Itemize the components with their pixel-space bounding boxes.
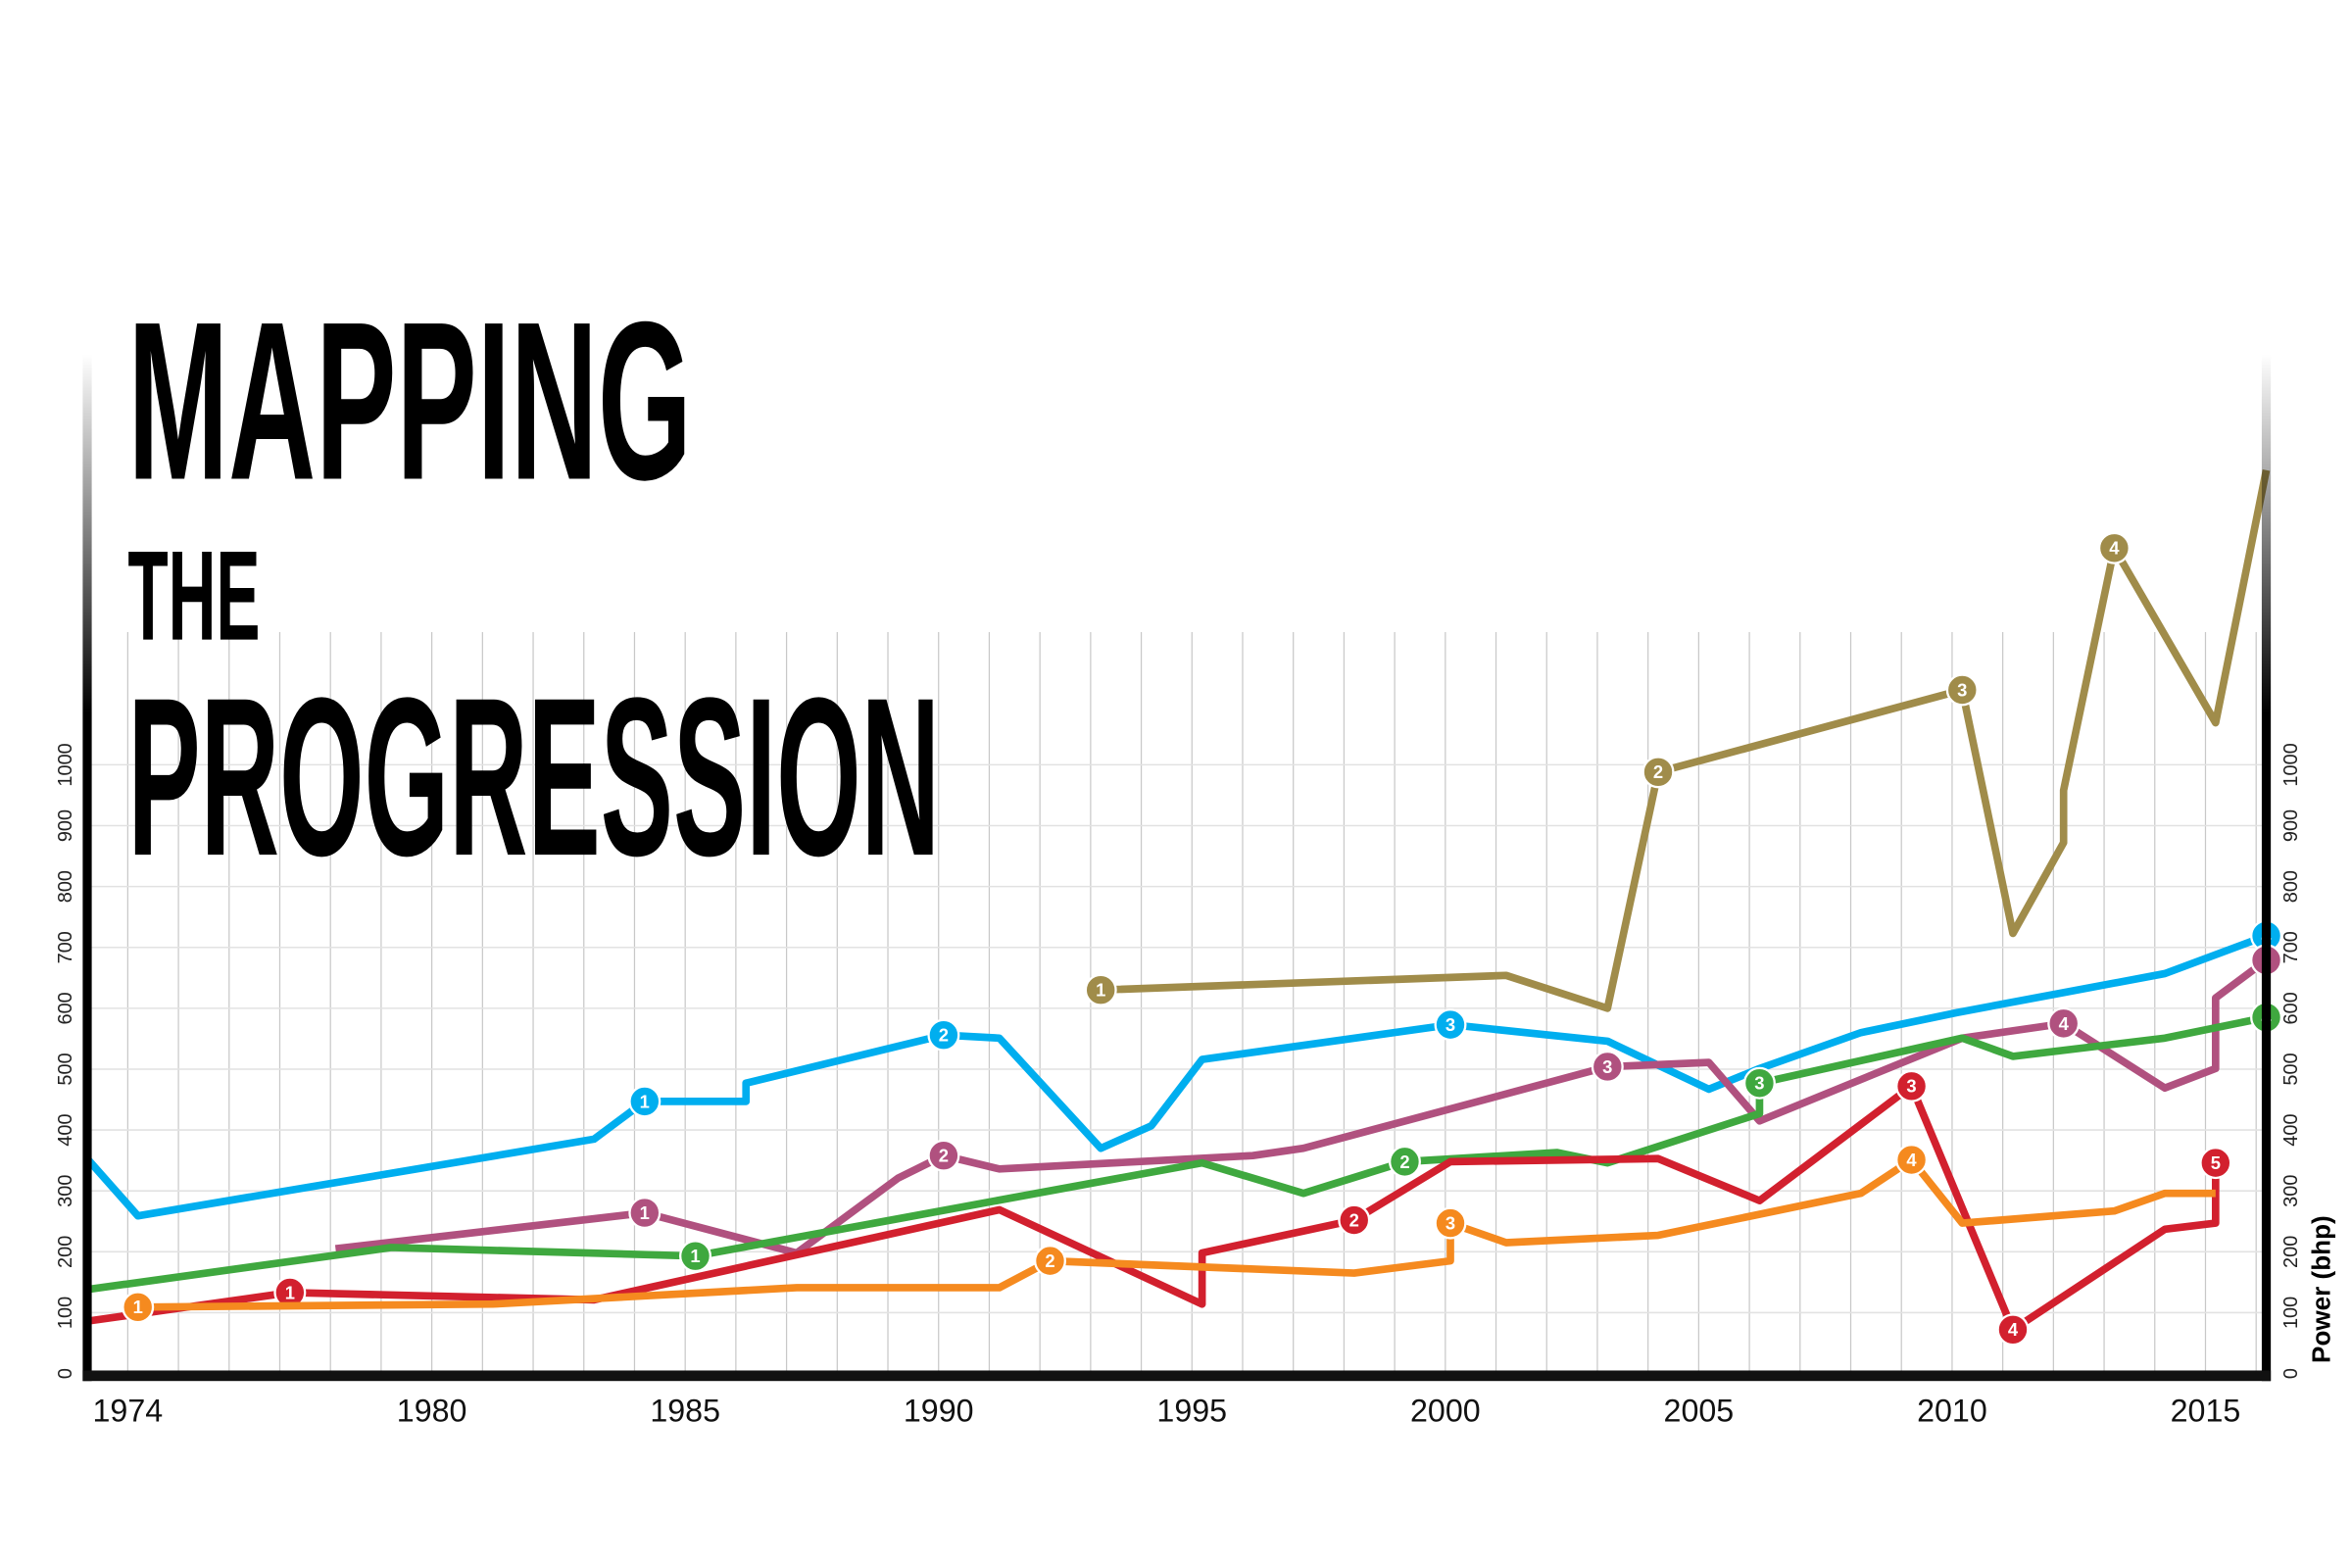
y-tick-label: 900 bbox=[2280, 809, 2302, 842]
point-marker bbox=[2199, 1147, 2232, 1180]
point-label: 1 bbox=[640, 1202, 650, 1223]
title-line: MAPPING bbox=[127, 274, 691, 526]
x-tick-label: 1980 bbox=[397, 1394, 467, 1429]
point-label: 4 bbox=[1906, 1150, 1917, 1170]
y-axis-label: Power (bhp) bbox=[2307, 1215, 2336, 1363]
point-label: 2 bbox=[1349, 1209, 1359, 1230]
y-tick-label: 200 bbox=[55, 1236, 76, 1268]
y-tick-label: 500 bbox=[55, 1053, 76, 1085]
point-marker bbox=[1642, 756, 1675, 789]
point-marker bbox=[1945, 673, 1979, 707]
point-label: 2 bbox=[1653, 761, 1663, 782]
title-line: PROGRESSION bbox=[127, 651, 940, 903]
y-tick-label: 900 bbox=[55, 809, 76, 842]
series-line bbox=[84, 932, 2268, 1220]
point-marker bbox=[1742, 1066, 1776, 1100]
y-tick-label: 300 bbox=[55, 1175, 76, 1207]
point-marker bbox=[927, 1139, 960, 1172]
right-axis bbox=[2261, 354, 2272, 1382]
point-label: 3 bbox=[1957, 679, 1967, 700]
point-label: 2 bbox=[939, 1025, 949, 1046]
point-label: 2 bbox=[1399, 1152, 1409, 1172]
y-tick-label: 0 bbox=[55, 1368, 76, 1379]
y-tick-label: 600 bbox=[55, 992, 76, 1024]
y-tick-label: 700 bbox=[55, 931, 76, 963]
x-tick-label: 2000 bbox=[1410, 1394, 1481, 1429]
point-label: 3 bbox=[1754, 1073, 1764, 1094]
y-tick-label: 800 bbox=[55, 870, 76, 903]
series-line bbox=[334, 956, 2269, 1257]
point-label: 4 bbox=[2109, 538, 2120, 559]
x-tick-label: 2010 bbox=[1917, 1394, 1987, 1429]
y-tick-label: 100 bbox=[55, 1297, 76, 1329]
point-marker bbox=[122, 1291, 155, 1324]
point-label: 2 bbox=[1045, 1250, 1054, 1271]
y-tick-label: 600 bbox=[2280, 992, 2302, 1024]
y-tick-label: 400 bbox=[2280, 1113, 2302, 1146]
lines: 12341234512341234512341234 bbox=[84, 469, 2283, 1347]
left-axis bbox=[82, 354, 92, 1382]
y-tick-label: 500 bbox=[2280, 1053, 2302, 1085]
point-marker bbox=[1388, 1145, 1421, 1178]
point-marker bbox=[2097, 531, 2131, 564]
point-label: 1 bbox=[640, 1091, 650, 1111]
y-tick-label: 700 bbox=[2280, 931, 2302, 963]
x-tick-label: 1995 bbox=[1156, 1394, 1227, 1429]
point-label: 1 bbox=[1096, 980, 1105, 1001]
y-tick-label: 300 bbox=[2280, 1175, 2302, 1207]
point-label: 3 bbox=[1906, 1076, 1916, 1097]
point-marker bbox=[2047, 1006, 2081, 1040]
y-tick-label: 400 bbox=[55, 1113, 76, 1146]
point-label: 3 bbox=[1446, 1213, 1455, 1234]
series-line bbox=[86, 1082, 2220, 1334]
x-tick-label: 1985 bbox=[650, 1394, 720, 1429]
x-tick-label: 1974 bbox=[93, 1394, 164, 1429]
point-marker bbox=[628, 1085, 662, 1118]
y-tick-label: 100 bbox=[2280, 1297, 2302, 1329]
point-marker bbox=[679, 1240, 712, 1273]
x-tick-label: 2015 bbox=[2171, 1394, 2241, 1429]
point-label: 1 bbox=[690, 1246, 700, 1266]
point-label: 4 bbox=[2008, 1319, 2019, 1340]
point-label: 3 bbox=[1602, 1056, 1612, 1077]
point-marker bbox=[1434, 1008, 1467, 1042]
point-label: 2 bbox=[939, 1146, 949, 1166]
y-tick-label: 1000 bbox=[2280, 743, 2302, 786]
point-label: 4 bbox=[2059, 1013, 2070, 1034]
y-tick-label: 800 bbox=[2280, 870, 2302, 903]
x-tick-label: 1990 bbox=[904, 1394, 974, 1429]
grid bbox=[87, 632, 2267, 1375]
point-marker bbox=[927, 1018, 960, 1052]
y-tick-label: 0 bbox=[2280, 1368, 2302, 1379]
point-marker bbox=[1084, 973, 1117, 1006]
y-tick-label: 200 bbox=[2280, 1236, 2302, 1268]
point-marker bbox=[1033, 1245, 1066, 1278]
series-line bbox=[137, 1155, 2216, 1311]
point-label: 3 bbox=[1446, 1014, 1455, 1035]
series-line bbox=[1101, 469, 2271, 1012]
point-marker bbox=[1338, 1203, 1371, 1237]
title-line: THE bbox=[127, 524, 260, 667]
x-tick-label: 2005 bbox=[1664, 1394, 1735, 1429]
point-marker bbox=[1895, 1144, 1929, 1177]
point-marker bbox=[1434, 1206, 1467, 1240]
point-label: 5 bbox=[2211, 1152, 2221, 1173]
point-label: 1 bbox=[133, 1297, 143, 1317]
y-tick-label: 1000 bbox=[55, 743, 76, 786]
point-marker bbox=[1895, 1069, 1929, 1102]
point-marker bbox=[1996, 1313, 2030, 1347]
point-label: 1 bbox=[285, 1282, 295, 1302]
x-axis bbox=[82, 1370, 2272, 1382]
point-marker bbox=[628, 1197, 662, 1230]
point-marker bbox=[1591, 1050, 1624, 1083]
